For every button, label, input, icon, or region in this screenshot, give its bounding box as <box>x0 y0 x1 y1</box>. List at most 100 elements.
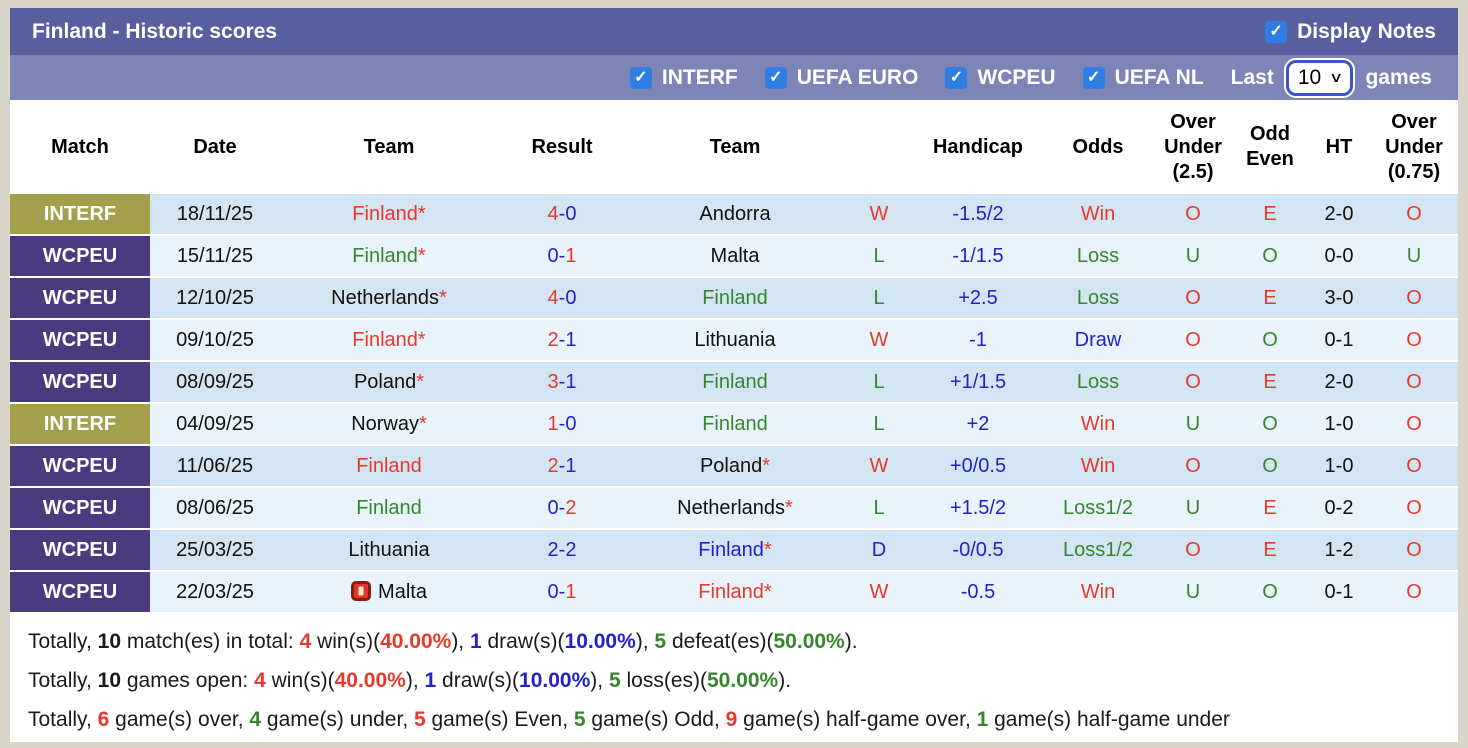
filter-uefa-nl: ✓ UEFA NL <box>1082 66 1204 90</box>
score-separator: - <box>558 286 566 309</box>
home-team-name[interactable]: Poland <box>353 370 417 393</box>
odds-result: Loss1/2 <box>1042 529 1154 572</box>
over-under-075: O <box>1370 361 1458 404</box>
away-team-name[interactable]: Finland <box>698 538 764 561</box>
home-team-cell: Norway* <box>280 403 498 446</box>
home-team-star: * <box>417 202 426 225</box>
handicap: -1 <box>914 319 1042 362</box>
away-team-cell: Finland* <box>626 571 844 614</box>
competition-badge: WCPEU <box>10 445 150 488</box>
score-cell: 0-1 <box>498 571 626 614</box>
away-team-cell: Finland <box>626 361 844 404</box>
handicap: -0.5 <box>914 571 1042 614</box>
odd-even: O <box>1232 445 1308 488</box>
over-under-075: O <box>1370 319 1458 362</box>
away-team-star: * <box>763 538 772 561</box>
away-score: 1 <box>565 580 577 603</box>
handicap: -0/0.5 <box>914 529 1042 572</box>
display-notes-checkbox[interactable]: ✓ <box>1265 20 1288 43</box>
score-cell: 0-1 <box>498 235 626 278</box>
last-label: Last <box>1230 65 1274 89</box>
over-under-25: O <box>1154 445 1232 488</box>
home-score: 4 <box>547 202 559 225</box>
col-odds: Odds <box>1042 100 1154 194</box>
away-team-name[interactable]: Poland <box>699 454 763 477</box>
away-score: 1 <box>565 454 577 477</box>
odd-even: O <box>1232 319 1308 362</box>
odds-result: Win <box>1042 194 1154 236</box>
home-team-cell: Netherlands* <box>280 277 498 320</box>
result-letter: W <box>844 194 914 236</box>
half-time-score: 1-2 <box>1308 529 1370 572</box>
home-team-cell: Finland* <box>280 235 498 278</box>
away-team-name[interactable]: Finland <box>698 580 764 603</box>
home-team-cell: Finland* <box>280 319 498 362</box>
result-letter: W <box>844 319 914 362</box>
uefa-euro-checkbox[interactable]: ✓ <box>764 66 787 89</box>
odd-even: E <box>1232 361 1308 404</box>
col-result: Result <box>498 100 626 194</box>
home-team-name[interactable]: Finland <box>352 244 418 267</box>
uefa-nl-checkbox[interactable]: ✓ <box>1082 66 1105 89</box>
wcpeu-checkbox[interactable]: ✓ <box>945 66 968 89</box>
last-games-value: 10 <box>1297 65 1322 89</box>
over-under-25: U <box>1154 235 1232 278</box>
odds-result: Draw <box>1042 319 1154 362</box>
last-games-select[interactable]: 10 ∨ <box>1285 59 1354 96</box>
home-team-name[interactable]: Norway <box>351 412 419 435</box>
over-under-25: O <box>1154 529 1232 572</box>
away-team-name[interactable]: Andorra <box>699 202 771 225</box>
away-team-name[interactable]: Lithuania <box>694 328 776 351</box>
over-under-25: O <box>1154 277 1232 320</box>
home-team-name[interactable]: Finland <box>352 202 418 225</box>
score-separator: - <box>558 412 566 435</box>
odds-result: Win <box>1042 403 1154 446</box>
away-team-name[interactable]: Finland <box>702 370 768 393</box>
odd-even: E <box>1232 529 1308 572</box>
home-score: 2 <box>547 454 559 477</box>
home-team-name[interactable]: Lithuania <box>348 538 430 561</box>
home-team-name[interactable]: Finland <box>356 496 422 519</box>
home-team-cell: Finland <box>280 487 498 530</box>
result-letter: L <box>844 277 914 320</box>
home-team-name[interactable]: Finland <box>356 454 422 477</box>
away-team-name[interactable]: Finland <box>702 412 768 435</box>
summary-line-total: Totally, 10 match(es) in total: 4 win(s)… <box>28 630 858 653</box>
table-row: WCPEU 22/03/25 Malta 0-1 Finland* W -0.5… <box>10 571 1458 614</box>
half-time-score: 1-0 <box>1308 403 1370 446</box>
home-team-name[interactable]: Finland <box>352 328 418 351</box>
table-header: Match Date Team Result Team Handicap Odd… <box>10 100 1458 194</box>
over-under-25: U <box>1154 571 1232 614</box>
over-under-075: O <box>1370 529 1458 572</box>
handicap: -1.5/2 <box>914 194 1042 236</box>
away-team-name[interactable]: Netherlands <box>677 496 786 519</box>
away-team-cell: Finland* <box>626 529 844 572</box>
interf-checkbox[interactable]: ✓ <box>629 66 652 89</box>
col-over-under-25: Over Under (2.5) <box>1154 100 1232 194</box>
home-team-name[interactable]: Malta <box>378 580 427 603</box>
table-row: WCPEU 12/10/25 Netherlands* 4-0 Finland … <box>10 277 1458 320</box>
away-team-name[interactable]: Finland <box>702 286 768 309</box>
odds-result: Loss <box>1042 235 1154 278</box>
home-team-cell: Lithuania <box>280 529 498 572</box>
chevron-down-icon: ∨ <box>1329 69 1344 85</box>
handicap: +0/0.5 <box>914 445 1042 488</box>
competition-badge: WCPEU <box>10 487 150 530</box>
away-team-cell: Malta <box>626 235 844 278</box>
away-team-cell: Poland* <box>626 445 844 488</box>
home-team-star: * <box>416 370 425 393</box>
over-under-075: O <box>1370 445 1458 488</box>
red-card-icon <box>351 580 372 601</box>
col-match: Match <box>10 100 150 194</box>
over-under-075: O <box>1370 277 1458 320</box>
score-cell: 0-2 <box>498 487 626 530</box>
over-under-075: O <box>1370 487 1458 530</box>
match-date: 25/03/25 <box>150 529 280 572</box>
score-separator: - <box>558 496 566 519</box>
home-team-name[interactable]: Netherlands <box>331 286 440 309</box>
away-team-name[interactable]: Malta <box>710 244 760 267</box>
result-letter: L <box>844 487 914 530</box>
table-row: WCPEU 08/09/25 Poland* 3-1 Finland L +1/… <box>10 361 1458 404</box>
competition-badge: INTERF <box>10 194 150 236</box>
odd-even: O <box>1232 403 1308 446</box>
